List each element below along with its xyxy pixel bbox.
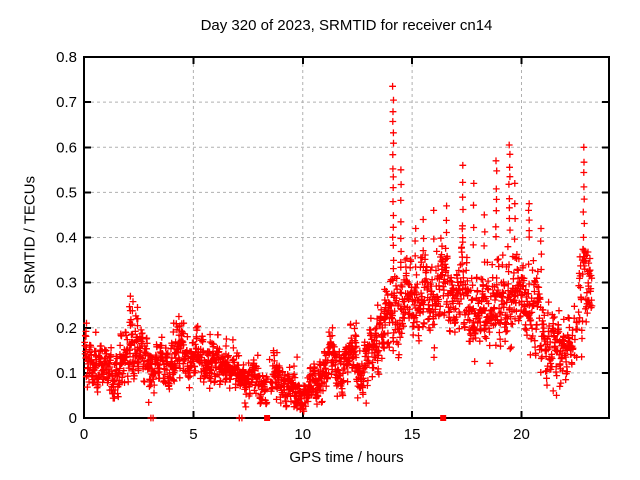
x-tick-label: 15	[404, 426, 421, 443]
y-tick-label: 0.7	[56, 94, 77, 111]
y-tick-label: 0.4	[56, 230, 77, 247]
y-tick-label: 0.2	[56, 320, 77, 337]
x-tick-label: 5	[189, 426, 197, 443]
y-axis-label: SRMTID / TECUs	[21, 175, 39, 295]
y-tick-label: 0.5	[56, 184, 77, 201]
chart-title: Day 320 of 2023, SRMTID for receiver cn1…	[200, 17, 493, 34]
y-tick-label: 0	[69, 410, 77, 427]
x-axis-label: GPS time / hours	[289, 449, 404, 466]
x-tick-label: 0	[80, 426, 88, 443]
x-tick-label: 20	[513, 426, 530, 443]
x-tick-label: 10	[294, 426, 311, 443]
square-marker	[440, 415, 447, 421]
y-tick-label: 0.3	[56, 275, 77, 292]
y-tick-label: 0.6	[56, 139, 77, 156]
y-tick-label: 0.1	[56, 365, 77, 382]
square-marker	[264, 415, 271, 421]
y-tick-label: 0.8	[56, 49, 77, 66]
data-points	[81, 82, 596, 422]
